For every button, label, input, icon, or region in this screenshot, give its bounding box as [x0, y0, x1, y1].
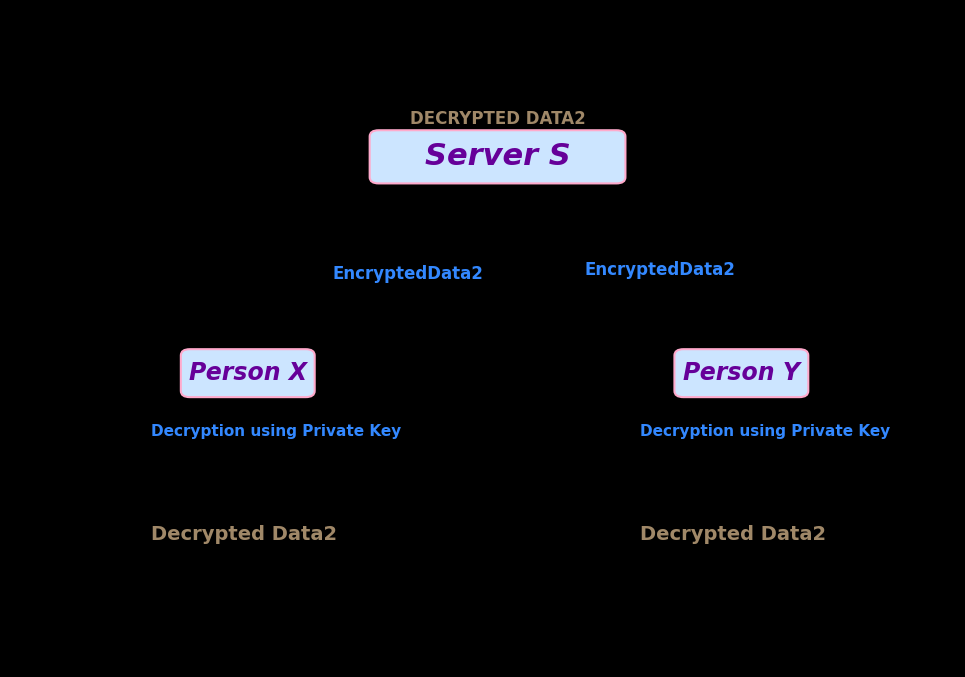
Text: Decryption using Private Key: Decryption using Private Key	[151, 424, 400, 439]
FancyBboxPatch shape	[675, 349, 809, 397]
FancyBboxPatch shape	[370, 130, 625, 183]
Text: Decryption using Private Key: Decryption using Private Key	[641, 424, 891, 439]
Text: Server S: Server S	[425, 142, 570, 171]
Text: DECRYPTED DATA2: DECRYPTED DATA2	[410, 110, 586, 128]
Text: EncryptedData2: EncryptedData2	[332, 265, 483, 283]
Text: Person X: Person X	[189, 361, 307, 385]
Text: EncryptedData2: EncryptedData2	[584, 261, 735, 279]
FancyBboxPatch shape	[180, 349, 315, 397]
Text: Decrypted Data2: Decrypted Data2	[641, 525, 827, 544]
Text: Person Y: Person Y	[683, 361, 800, 385]
Text: Decrypted Data2: Decrypted Data2	[151, 525, 337, 544]
